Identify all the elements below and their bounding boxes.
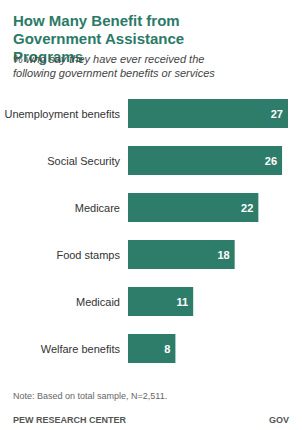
svg-text:8: 8 [164,343,170,355]
svg-text:Social Security: Social Security [47,155,120,167]
svg-text:Food stamps: Food stamps [56,249,120,261]
svg-text:following government benefits: following government benefits or service… [13,67,215,79]
svg-text:PEW RESEARCH CENTER: PEW RESEARCH CENTER [13,415,127,425]
svg-text:GOV: GOV [269,415,289,425]
svg-text:Government Assistance: Government Assistance [13,30,188,47]
svg-text:27: 27 [271,108,283,120]
svg-text:26: 26 [265,155,277,167]
svg-text:11: 11 [177,296,189,308]
svg-text:% who say they have ever recei: % who say they have ever received the [13,53,207,65]
svg-text:Medicare: Medicare [75,202,120,214]
svg-text:Unemployment benefits: Unemployment benefits [4,108,120,120]
svg-text:Medicaid: Medicaid [76,296,120,308]
svg-text:How Many Benefit from: How Many Benefit from [13,12,184,29]
svg-text:Welfare benefits: Welfare benefits [41,343,121,355]
svg-text:Note: Based on total sample, N: Note: Based on total sample, N=2,511. [13,391,167,401]
svg-text:22: 22 [241,202,253,214]
svg-text:18: 18 [217,249,229,261]
